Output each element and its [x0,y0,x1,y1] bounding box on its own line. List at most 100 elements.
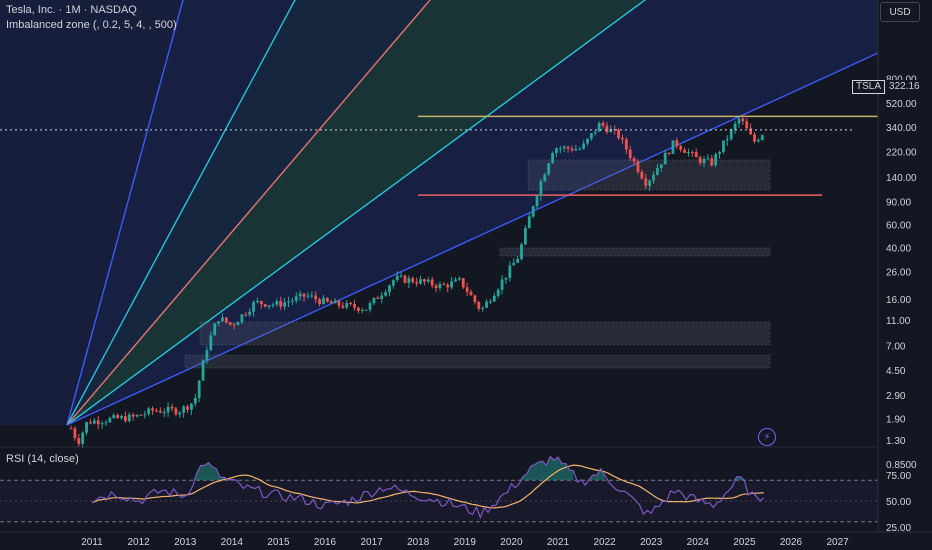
fan-ray [66,0,647,426]
candle-body [197,380,201,398]
rsi-overbought-fill [554,457,558,481]
candle-body [73,428,77,439]
candle-body [356,307,360,311]
y-tick-label: 1.90 [886,415,906,426]
candle-body [329,301,333,304]
candle-body [656,167,659,175]
last-price-value: 322.16 [885,80,924,94]
candle-body [85,422,88,433]
candle-body [275,301,279,305]
rsi-tick-label: 75.00 [886,471,911,482]
indicator-legend[interactable]: Imbalanced zone (, 0.2, 5, 4, , 500) [6,19,177,31]
candle-body [190,403,193,410]
candle-body [617,129,620,138]
candle-body [360,309,364,311]
fan-ray [66,52,878,426]
candle-body [158,410,162,413]
x-tick-label: 2018 [407,537,430,548]
y-tick-label: 90.00 [886,198,911,209]
candle-body [597,122,601,132]
candle-body [147,408,151,414]
rsi-overbought-fill [208,462,213,481]
y-tick-label: 220.00 [886,147,917,158]
candle-body [162,412,166,414]
candles [69,114,764,449]
x-tick-label: 2021 [547,537,570,548]
candle-body [155,410,158,412]
rsi-overbought-fill [196,465,201,481]
candle-body [69,428,73,430]
candle-body [543,174,547,182]
rsi-legend[interactable]: RSI (14, close) [6,453,79,465]
candle-body [224,317,228,323]
rsi-tick-label: 25.00 [886,523,911,534]
candle-body [139,414,143,416]
candle-body [232,324,236,326]
candle-body [252,302,255,312]
candle-body [457,278,461,280]
candle-body [135,414,139,417]
candle-body [283,302,287,307]
candle-body [438,284,442,289]
candle-body [593,131,597,134]
candle-body [492,295,496,302]
candle-body [520,244,523,260]
x-tick-label: 2027 [826,537,849,548]
candle-body [753,134,756,142]
candle-body [131,414,135,417]
candle-body [465,287,469,292]
candle-body [205,350,209,361]
candle-body [395,275,399,281]
candle-body [322,298,325,305]
y-tick-label: 0.8500 [886,460,917,471]
fan-ray [66,0,296,426]
candle-body [426,279,430,282]
candle-body [92,420,96,424]
candle-body [399,275,403,277]
rsi-overbought-fill [523,473,527,481]
fan-fill [0,0,184,425]
candle-body [702,158,706,164]
candle-body [756,139,760,142]
candle-body [489,301,492,303]
candle-body [372,297,376,304]
candle-body [104,422,108,424]
candle-body [698,157,702,164]
candle-body [419,279,422,284]
bolt-icon[interactable]: ⚡ [758,428,776,446]
candle-body [240,314,244,323]
x-tick-label: 2026 [780,537,803,548]
candle-body [675,140,679,146]
rsi-overbought-fill [200,465,205,481]
last-price-tag: TSLA 322.16 [852,80,924,94]
candle-body [469,291,473,296]
y-tick-label: 11.00 [886,316,911,327]
interval-label[interactable]: 1M [65,4,81,16]
candle-body [333,300,337,304]
rsi-overbought-fill [542,461,547,481]
candle-body [442,284,446,286]
time-axis[interactable]: 2011 2012 2013 2014 2015 2016 2017 2018 2019 2020… [0,531,932,548]
symbol-title[interactable]: Tesla, Inc. · 1M · NASDAQ [6,4,137,16]
x-tick-label: 2013 [174,537,197,548]
candle-body [108,417,112,423]
currency-button[interactable]: USD [880,2,920,22]
candle-body [745,121,749,129]
candle-body [605,125,609,133]
candle-body [151,408,154,411]
candle-body [710,158,714,166]
candle-body [508,265,512,278]
imbalance-zone [184,354,771,369]
x-tick-label: 2012 [127,537,150,548]
candle-body [120,416,123,419]
candle-body [454,279,457,282]
fan-ray [66,0,184,426]
candle-body [217,321,220,324]
rsi-overbought-fill [736,476,741,481]
symbol-name[interactable]: Tesla, Inc. [6,4,56,16]
exchange-label[interactable]: NASDAQ [90,4,137,16]
candle-body [566,146,570,149]
candle-body [287,301,290,303]
y-tick-label: 4.50 [886,366,906,377]
